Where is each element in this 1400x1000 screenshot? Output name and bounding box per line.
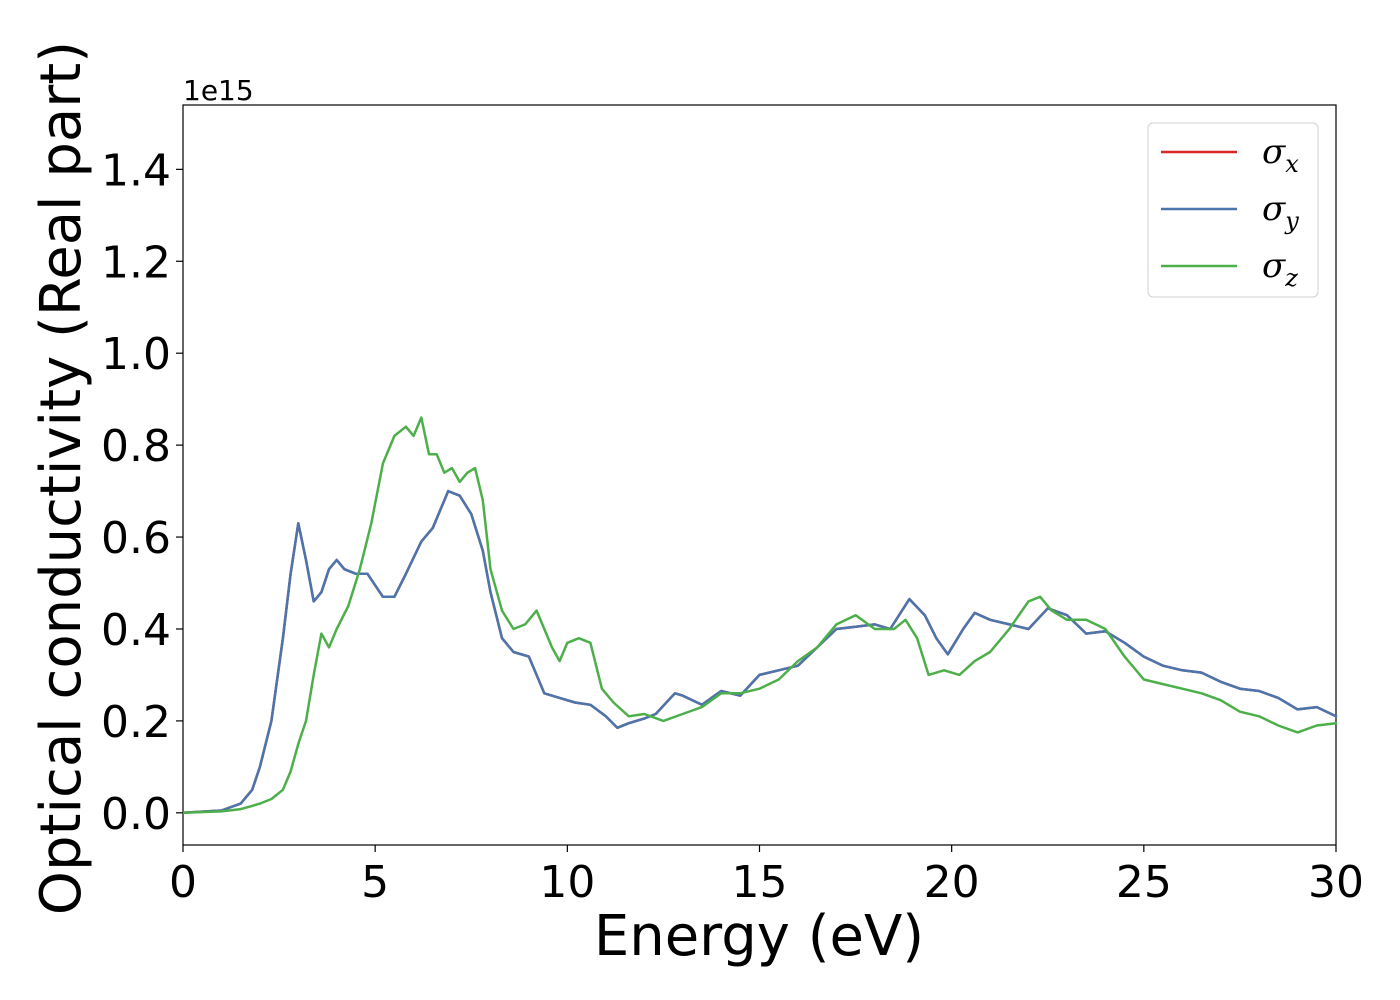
legend-label-y: σy xyxy=(1262,189,1299,235)
y-tick-label: 0.4 xyxy=(101,605,171,656)
x-tick-label: 5 xyxy=(361,857,389,908)
x-tick-label: 10 xyxy=(539,857,595,908)
y-axis-title: Optical conductivity (Real part) xyxy=(29,41,94,915)
x-tick-label: 0 xyxy=(169,857,197,908)
x-tick-label: 25 xyxy=(1116,857,1172,908)
y-tick-label: 0.6 xyxy=(101,513,171,564)
y-tick-label: 1.2 xyxy=(101,237,171,288)
y-tick-label: 0.2 xyxy=(101,697,171,748)
x-tick-label: 20 xyxy=(924,857,980,908)
x-tick-label: 30 xyxy=(1308,857,1364,908)
y-offset-label: 1e15 xyxy=(183,74,254,107)
legend-label-x: σx xyxy=(1262,132,1299,178)
y-tick-label: 1.0 xyxy=(101,329,171,380)
x-tick-label: 15 xyxy=(732,857,788,908)
y-tick-label: 0.8 xyxy=(101,421,171,472)
series-line-z xyxy=(181,416,1338,815)
y-tick-label: 0.0 xyxy=(101,789,171,840)
series-layer xyxy=(181,416,1338,815)
series-line-y xyxy=(181,489,1338,815)
series-line-x xyxy=(181,489,1338,815)
x-axis-title: Energy (eV) xyxy=(594,904,924,969)
y-axis-ticks: 0.0 0.2 0.4 0.6 0.8 1.0 1.2 1.4 xyxy=(101,145,183,840)
x-axis-ticks: 0 5 10 15 20 25 30 xyxy=(169,845,1364,908)
y-tick-label: 1.4 xyxy=(101,145,171,196)
